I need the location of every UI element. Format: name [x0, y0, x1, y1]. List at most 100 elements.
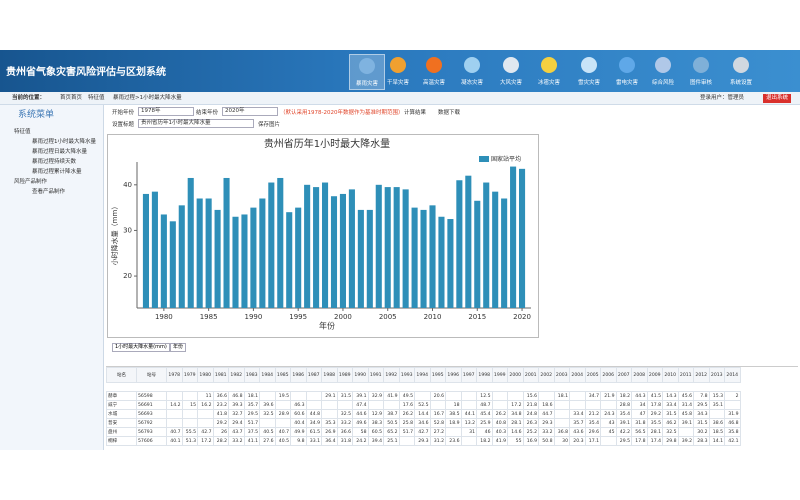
value-cell: 35.5: [647, 419, 663, 428]
value-cell: [446, 392, 462, 401]
value-cell: 42.7: [415, 428, 431, 437]
value-cell: 52.5: [415, 401, 431, 410]
nav-item[interactable]: 高温灾害: [416, 54, 452, 90]
menu-item[interactable]: 查看产品制作: [32, 187, 65, 195]
nav-label: 系统设置: [723, 78, 759, 86]
column-header[interactable]: 站名: [107, 368, 137, 383]
menu-group[interactable]: 特征值: [14, 127, 31, 135]
spacer-cell: [322, 383, 338, 392]
value-cell: 32.5: [260, 410, 276, 419]
nav-item[interactable]: 雪灾灾害: [571, 54, 607, 90]
value-cell: 31.9: [725, 410, 741, 419]
bar: [403, 189, 409, 308]
station-name[interactable]: 威宁: [107, 401, 137, 410]
value-cell: 39.1: [616, 419, 632, 428]
nav-icon: [655, 57, 671, 73]
bar: [412, 208, 418, 308]
spacer-cell: [446, 383, 462, 392]
nav-item[interactable]: 冰雹灾害: [531, 54, 567, 90]
nav-item[interactable]: 综合风险: [645, 54, 681, 90]
value-cell: 24.8: [523, 410, 539, 419]
bar: [456, 180, 462, 308]
value-cell: 12.9: [368, 410, 384, 419]
y-axis-label: 小时降水量（mm）: [110, 203, 119, 266]
nav-item[interactable]: 干旱灾害: [380, 54, 416, 90]
download-button[interactable]: 数据下载: [438, 108, 460, 116]
breadcrumb-item[interactable]: 首页首页: [60, 92, 82, 104]
station-name[interactable]: 盘州: [107, 428, 137, 437]
value-cell: [601, 401, 617, 410]
end-year-select[interactable]: 2020年: [222, 107, 278, 116]
column-header[interactable]: 站号: [137, 368, 167, 383]
value-cell: 25.1: [384, 437, 400, 446]
value-cell: 31: [461, 428, 477, 437]
value-cell: 56.5: [632, 428, 648, 437]
logout-button[interactable]: 退出系统: [763, 94, 791, 103]
station-name[interactable]: 桐梓: [107, 437, 137, 446]
nav-item[interactable]: 图件审核: [683, 54, 719, 90]
nav-item[interactable]: 凝冻灾害: [454, 54, 490, 90]
year-header: 1983: [244, 368, 260, 383]
data-row: 普安5679229.229.451.740.434.935.333.249.63…: [107, 419, 741, 428]
data-row: 威宁5669114.21516.223.239.335.739.646.347.…: [107, 401, 741, 410]
nav-icon: [359, 58, 375, 74]
year-header: 2011: [678, 368, 694, 383]
value-cell: [430, 401, 446, 410]
bar: [385, 187, 391, 308]
x-axis-label: 年份: [319, 321, 335, 331]
value-cell: 36.6: [337, 428, 353, 437]
x-tick-label: 2010: [424, 313, 442, 321]
chart: 贵州省历年1小时最大降水量 年份 小时降水量（mm） 2030401980198…: [107, 134, 539, 338]
spacer-cell: [368, 383, 384, 392]
value-cell: 51.7: [399, 428, 415, 437]
menu-item[interactable]: 暴雨过程持续天数: [32, 157, 76, 165]
value-cell: 20.6: [430, 392, 446, 401]
save-button[interactable]: 保存图片: [258, 120, 280, 128]
nav-label: 雷电灾害: [609, 78, 645, 86]
value-cell: [368, 401, 384, 410]
calc-button[interactable]: 计算结果: [404, 108, 426, 116]
value-cell: 33.4: [663, 401, 679, 410]
title-input[interactable]: 贵州省历年1小时最大降水量: [138, 119, 254, 128]
menu-group[interactable]: 风险产品制作: [14, 177, 47, 185]
breadcrumb-item[interactable]: 暴雨过程>1小时最大降水量: [113, 92, 182, 104]
data-row: 桐梓5760640.151.317.228.233.241.127.640.59…: [107, 437, 741, 446]
value-cell: 35.7: [244, 401, 260, 410]
value-cell: 43: [601, 419, 617, 428]
value-cell: 14.2: [167, 401, 183, 410]
year-header: 2002: [539, 368, 555, 383]
year-header: 1996: [446, 368, 462, 383]
start-year-select[interactable]: 1978年: [138, 107, 194, 116]
bar: [358, 210, 364, 308]
year-header: 2006: [601, 368, 617, 383]
value-cell: [461, 401, 477, 410]
value-cell: 38.3: [368, 419, 384, 428]
station-name[interactable]: 水城: [107, 410, 137, 419]
nav-item[interactable]: 雷电灾害: [609, 54, 645, 90]
nav-item[interactable]: 系统设置: [723, 54, 759, 90]
value-cell: 21.9: [601, 392, 617, 401]
value-cell: [554, 401, 570, 410]
group-select[interactable]: 年份: [170, 343, 186, 352]
metric-select[interactable]: 1小时最大降水量(mm): [112, 343, 170, 352]
spacer-cell: [601, 383, 617, 392]
value-cell: 24.3: [601, 410, 617, 419]
value-cell: 2: [725, 392, 741, 401]
value-cell: 17.8: [647, 401, 663, 410]
nav-icon: [390, 57, 406, 73]
station-name[interactable]: 普安: [107, 419, 137, 428]
value-cell: 19.5: [275, 392, 291, 401]
value-cell: 29.5: [694, 401, 710, 410]
menu-item[interactable]: 暴雨过程累计降水量: [32, 167, 82, 175]
breadcrumb-item[interactable]: 特征值: [88, 92, 105, 104]
menu-item[interactable]: 暴雨过程1小时最大降水量: [32, 137, 96, 145]
bar: [465, 176, 471, 308]
station-name[interactable]: 赫章: [107, 392, 137, 401]
value-cell: 58: [353, 428, 369, 437]
nav-item[interactable]: 大风灾害: [493, 54, 529, 90]
value-cell: 41.8: [213, 410, 229, 419]
menu-item[interactable]: 暴雨过程日最大降水量: [32, 147, 87, 155]
value-cell: [492, 401, 508, 410]
nav-icon: [541, 57, 557, 73]
year-header: 1997: [461, 368, 477, 383]
